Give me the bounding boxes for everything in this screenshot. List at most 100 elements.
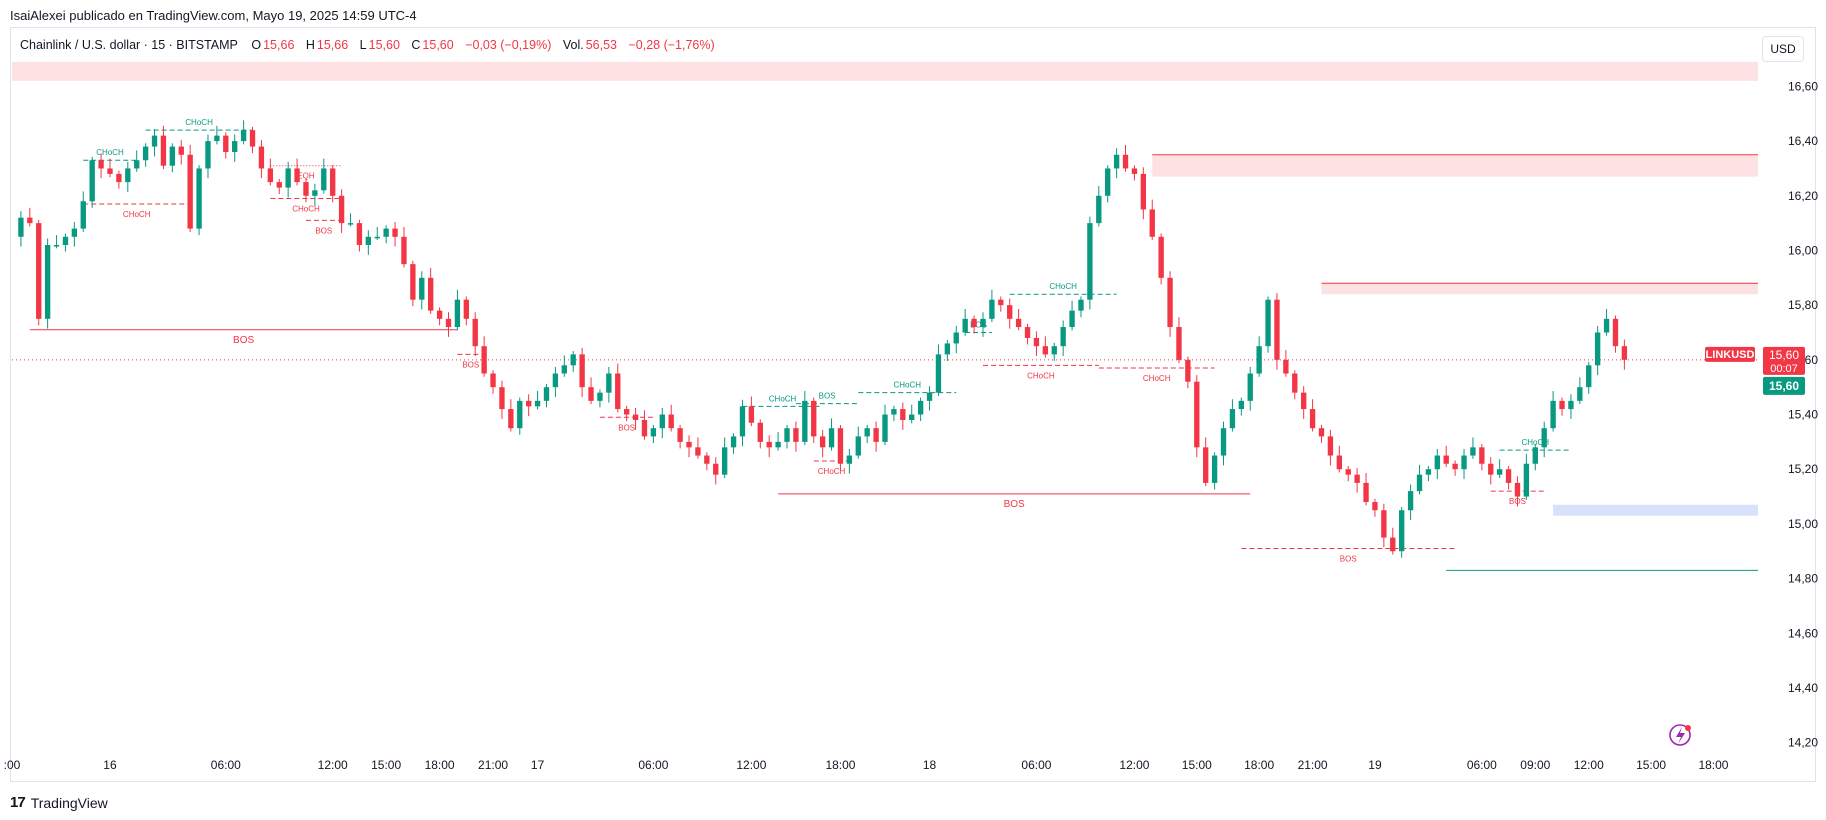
candle-body — [704, 455, 710, 464]
time-tick-label: 12:00 — [1119, 758, 1149, 772]
structure-label: CHoCH — [123, 210, 151, 219]
candle-body — [917, 400, 924, 415]
candle-body — [1238, 400, 1244, 410]
candle-body — [1309, 409, 1316, 429]
candle-body — [632, 414, 639, 420]
candle-body — [882, 414, 888, 442]
change-value: −0,03 (−0,19%) — [465, 38, 552, 52]
candle-body — [721, 447, 728, 475]
candle-body — [1407, 491, 1414, 511]
structure-label: BOS — [970, 321, 987, 330]
price-tick-label: 16,40 — [1788, 134, 1818, 148]
candle-body — [347, 223, 354, 225]
candle-body — [18, 217, 24, 237]
candle-body — [1416, 474, 1423, 492]
structure-lines-layer: CHoCH CHoCH CHoCH EQH CHoCH BOS BOS BOS BOS CHoCH… — [12, 118, 1758, 571]
candle-body — [713, 463, 719, 475]
price-tick-label: 16,60 — [1788, 79, 1818, 93]
time-axis: :00 16 06:00 12:00 15:00 18:00 21:00 17 06:00 12:… — [4, 758, 1729, 772]
close-value: 15,60 — [422, 38, 454, 52]
candle-body — [428, 277, 434, 311]
price-tick-label: 15,00 — [1788, 517, 1818, 531]
candle-body — [1149, 209, 1155, 237]
candle-body — [1167, 277, 1173, 328]
candle-body — [1283, 359, 1289, 374]
candle-body — [650, 428, 657, 437]
candle-body — [828, 428, 835, 448]
candle-body — [1541, 428, 1547, 448]
candle-body — [1399, 510, 1405, 552]
volume-value: 56,53 — [585, 38, 617, 52]
time-tick-label: 06:00 — [1467, 758, 1497, 772]
candle-body — [1452, 463, 1458, 470]
symbol-title[interactable]: Chainlink / U.S. dollar · 15 · BITSTAMP — [20, 38, 238, 52]
candle-body — [971, 318, 977, 328]
candle-body — [793, 428, 799, 442]
candle-body — [873, 428, 879, 442]
time-tick-label: 21:00 — [1298, 758, 1328, 772]
candle-body — [1024, 327, 1031, 338]
candle-body — [1577, 387, 1583, 401]
structure-label: CHoCH — [1143, 374, 1171, 383]
candle-body — [472, 318, 478, 347]
publisher-attribution: IsaiAlexei publicado en TradingView.com,… — [10, 8, 417, 23]
candle-body — [1514, 482, 1521, 497]
candle-body — [1550, 400, 1556, 429]
candle-body — [1113, 154, 1120, 169]
candle-body — [205, 141, 211, 169]
candle-body — [1381, 510, 1387, 538]
structure-label: CHoCH — [1522, 438, 1550, 447]
candle-body — [214, 135, 220, 142]
time-tick-label: 21:00 — [478, 758, 508, 772]
candle-body — [62, 236, 69, 245]
structure-label: BOS — [1340, 555, 1357, 564]
candle-body — [383, 228, 389, 237]
candle-body — [615, 373, 621, 410]
candle-body — [89, 160, 95, 202]
time-tick-label: 12:00 — [736, 758, 766, 772]
candle-body — [285, 168, 291, 188]
countdown-value: 00:07 — [1770, 363, 1798, 375]
candle-body — [944, 343, 951, 355]
chart-panel[interactable] — [10, 27, 1816, 782]
candle-body — [1105, 168, 1111, 196]
candle-body — [1122, 154, 1129, 169]
footer-brand[interactable]: 17 TradingView — [10, 794, 108, 811]
candle-body — [1336, 455, 1342, 470]
candle-body — [998, 299, 1004, 306]
time-tick-label: :00 — [4, 758, 21, 772]
candle-body — [802, 400, 808, 442]
brand-name: TradingView — [30, 794, 108, 811]
candle-body — [1363, 482, 1369, 503]
candle-body — [1292, 373, 1298, 393]
structure-label: BOS — [315, 226, 332, 235]
high-value: 15,66 — [316, 38, 349, 52]
candle-body — [303, 182, 309, 196]
candle-body — [410, 264, 416, 300]
flash-icon[interactable] — [1669, 724, 1691, 746]
open-value: 15,66 — [263, 38, 295, 52]
candle-body — [249, 130, 256, 147]
candle-body — [989, 299, 995, 319]
structure-label: BOS — [618, 423, 635, 432]
candle-body — [837, 428, 844, 464]
currency-button[interactable]: USD — [1762, 36, 1804, 62]
candle-body — [98, 160, 104, 169]
candle-body — [116, 173, 122, 183]
structure-label: CHoCH — [292, 205, 320, 214]
candle-body — [1505, 469, 1512, 483]
last-price-value: 15,60 — [1769, 379, 1799, 393]
candle-body — [1158, 236, 1164, 278]
last-price-badge — [1763, 376, 1805, 395]
structure-label: BOS — [1004, 499, 1025, 510]
structure-label: CHoCH — [185, 118, 213, 127]
time-tick-label: 15:00 — [1636, 758, 1666, 772]
candle-body — [80, 201, 86, 229]
candle-body — [142, 146, 149, 161]
candle-body — [1488, 463, 1494, 475]
candle-body — [1621, 346, 1628, 360]
candle-body — [338, 195, 345, 224]
time-tick-label: 12:00 — [318, 758, 348, 772]
candle-body — [1042, 346, 1049, 355]
